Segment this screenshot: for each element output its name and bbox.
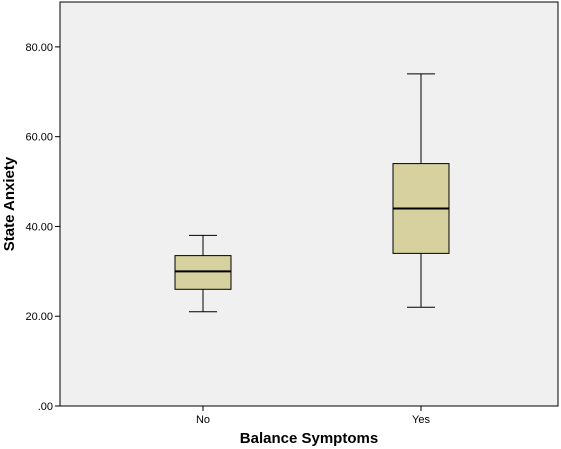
y-tick-label: 20.00 xyxy=(25,311,53,323)
y-tick-label: 60.00 xyxy=(25,132,53,144)
box-no xyxy=(174,234,232,313)
iqr-box xyxy=(174,255,232,290)
y-axis-title: State Anxiety xyxy=(1,156,18,251)
plot-area xyxy=(59,1,559,407)
y-tick-label: 40.00 xyxy=(25,221,53,233)
y-tick-label: 80.00 xyxy=(25,42,53,54)
x-tick-label: Yes xyxy=(412,414,430,426)
y-axis: .00 20.00 40.00 60.00 80.00 xyxy=(25,42,60,413)
box-yes xyxy=(392,73,450,308)
x-axis-title: Balance Symptoms xyxy=(240,430,378,447)
y-tick-label: .00 xyxy=(38,401,53,413)
x-tick-label: No xyxy=(196,414,210,426)
x-axis: No Yes xyxy=(196,406,430,426)
boxes-group xyxy=(174,73,450,313)
